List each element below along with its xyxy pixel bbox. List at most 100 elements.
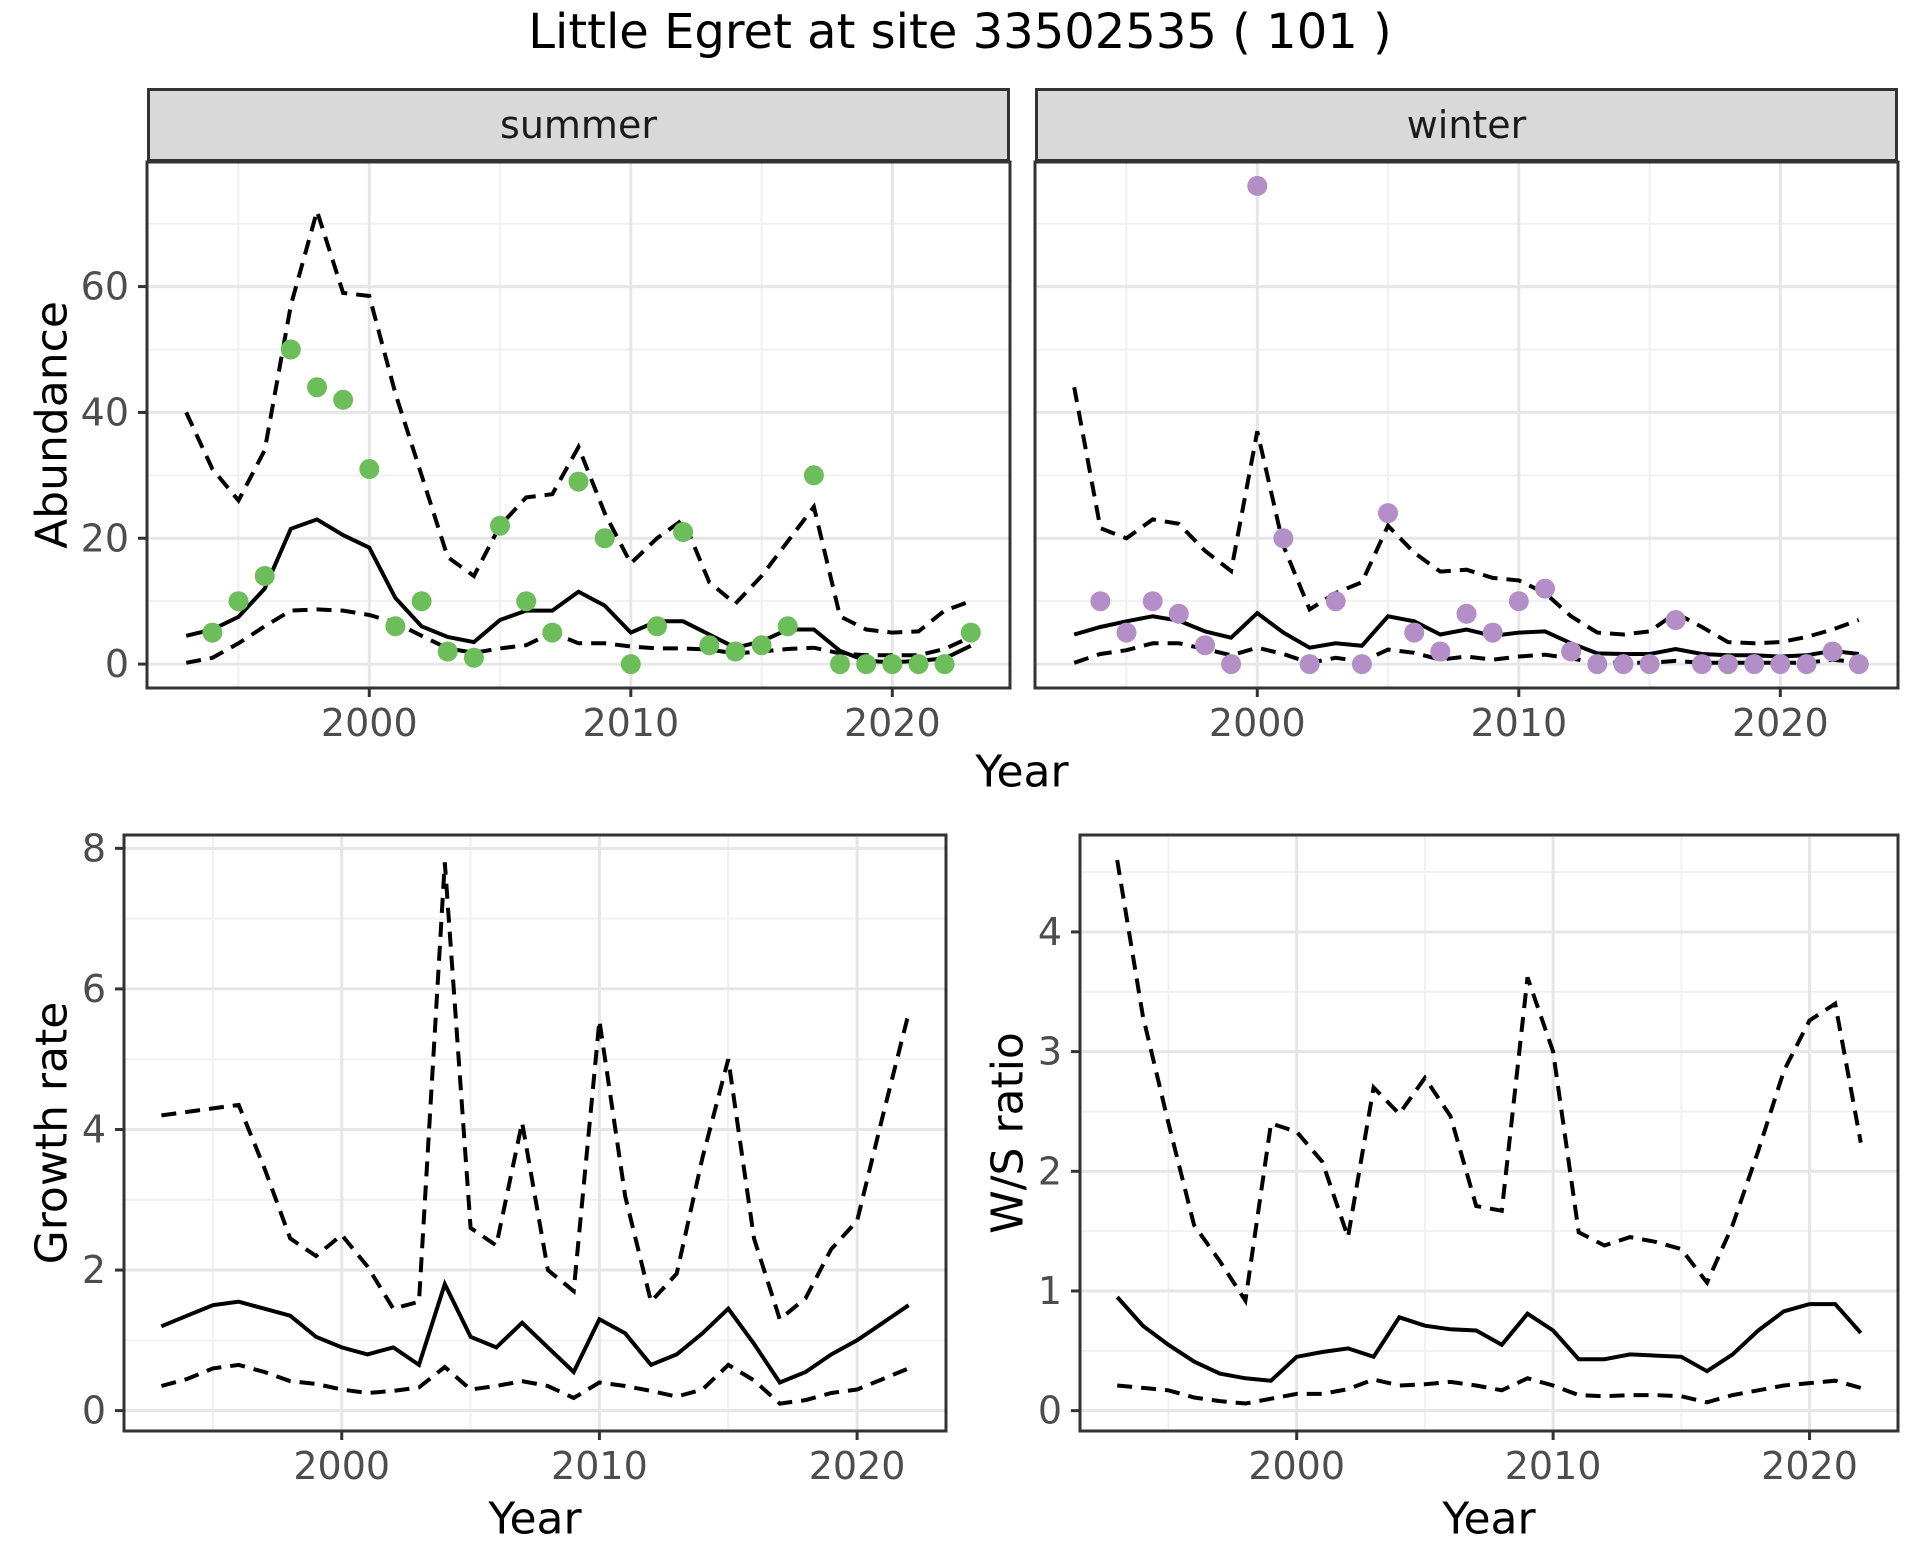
abundance_winter-data-point bbox=[1142, 591, 1163, 612]
abundance_summer-data-point bbox=[516, 591, 537, 612]
abundance-axis-title: Abundance bbox=[26, 301, 78, 549]
growth_rate-panel-border bbox=[122, 833, 948, 1433]
ws-ratio-axis-title: W/S ratio bbox=[982, 1032, 1034, 1234]
abundance_winter-data-point bbox=[1378, 503, 1398, 524]
abundance_summer-data-point bbox=[359, 459, 380, 479]
abundance_winter-data-point bbox=[1718, 654, 1738, 675]
abundance_summer-y-tick-label: 40 bbox=[81, 390, 129, 434]
abundance_summer-data-point bbox=[333, 389, 354, 410]
abundance_summer-data-point bbox=[620, 654, 641, 675]
abundance_winter-data-point bbox=[1195, 635, 1215, 656]
growth_rate-x-tick-label: 2000 bbox=[293, 1444, 390, 1488]
abundance_winter-data-point bbox=[1482, 622, 1503, 643]
abundance_summer-data-point bbox=[777, 616, 798, 637]
ws_ratio-median-line bbox=[1115, 1295, 1863, 1383]
growth_rate-y-tick-label: 4 bbox=[82, 1107, 106, 1151]
growth-rate-axis-title: Growth rate bbox=[26, 1001, 78, 1265]
abundance_winter-data-point bbox=[1430, 641, 1451, 662]
ws_ratio-x-tick-label: 2010 bbox=[1505, 1444, 1602, 1488]
abundance_winter-data-point bbox=[1848, 654, 1869, 675]
abundance_winter-data-point bbox=[1535, 578, 1555, 599]
abundance_summer-data-point bbox=[882, 654, 903, 675]
abundance_winter-data-point bbox=[1090, 591, 1111, 612]
abundance_summer-data-point bbox=[594, 528, 615, 549]
abundance_summer-data-point bbox=[934, 654, 955, 675]
abundance_winter-x-tick-label: 2020 bbox=[1732, 701, 1829, 745]
abundance_winter-data-point bbox=[1770, 654, 1791, 675]
abundance_summer-median-line bbox=[185, 517, 972, 665]
abundance_winter-data-point bbox=[1744, 654, 1765, 675]
abundance_summer-data-point bbox=[542, 622, 563, 643]
abundance_winter-upper-ci-line bbox=[1072, 386, 1860, 646]
abundance_winter-data-point bbox=[1168, 603, 1189, 624]
abundance_winter-data-point bbox=[1247, 175, 1268, 196]
abundance_summer-data-point bbox=[856, 654, 877, 675]
growth_rate-lower-ci-line bbox=[160, 1362, 910, 1406]
abundance_summer-data-point bbox=[725, 641, 746, 662]
abundance_winter-data-point bbox=[1613, 654, 1634, 675]
abundance_summer-x-tick-label: 2000 bbox=[321, 701, 418, 745]
ws_ratio-y-tick-label: 2 bbox=[1038, 1149, 1062, 1193]
figure-title: Little Egret at site 33502535 ( 101 ) bbox=[528, 4, 1392, 60]
abundance_summer-data-point bbox=[228, 591, 249, 612]
growth_rate-x-tick-label: 2020 bbox=[809, 1444, 906, 1488]
year-axis-title-growth: Year bbox=[488, 1493, 582, 1545]
growth_rate-upper-ci-line bbox=[161, 862, 911, 1323]
abundance_summer-data-point bbox=[647, 616, 667, 637]
growth_rate-y-tick-label: 8 bbox=[82, 826, 106, 870]
abundance_summer-y-tick-label: 60 bbox=[81, 265, 129, 309]
ws_ratio-upper-ci-line bbox=[1115, 859, 1863, 1307]
year-axis-title-ws: Year bbox=[1442, 1493, 1536, 1545]
abundance_winter-data-point bbox=[1665, 610, 1686, 630]
abundance_summer-data-point bbox=[751, 635, 772, 656]
abundance_winter-data-point bbox=[1587, 654, 1608, 675]
abundance_winter-data-point bbox=[1273, 528, 1294, 549]
growth_rate-y-tick-label: 2 bbox=[82, 1248, 106, 1292]
abundance_winter-data-point bbox=[1325, 591, 1346, 612]
facet-strip-summer: summer bbox=[147, 88, 1010, 162]
abundance_winter-data-point bbox=[1508, 591, 1529, 612]
ws_ratio-y-tick-label: 1 bbox=[1038, 1269, 1062, 1313]
ws_ratio-panel-background bbox=[1080, 835, 1898, 1431]
ws_ratio-x-tick-label: 2020 bbox=[1761, 1444, 1858, 1488]
abundance_summer-upper-ci-line bbox=[184, 204, 972, 635]
abundance_winter-panel-border bbox=[1033, 160, 1900, 690]
ws_ratio-y-tick-label: 3 bbox=[1038, 1030, 1062, 1074]
abundance_winter-data-point bbox=[1404, 622, 1425, 643]
facet-strip-winter-label: winter bbox=[1406, 103, 1527, 147]
facet-strip-summer-label: summer bbox=[500, 103, 657, 147]
abundance_summer-data-point bbox=[490, 515, 510, 536]
abundance_summer-panel-background bbox=[147, 162, 1010, 688]
growth_rate-y-tick-label: 0 bbox=[82, 1389, 106, 1433]
abundance_summer-data-point bbox=[385, 616, 406, 637]
abundance_summer-data-point bbox=[908, 654, 929, 675]
abundance_summer-data-point bbox=[411, 591, 432, 612]
abundance_summer-panel-border bbox=[145, 160, 1012, 690]
abundance_summer-x-tick-label: 2020 bbox=[844, 701, 941, 745]
abundance_summer-lower-ci-line bbox=[185, 607, 972, 665]
abundance_summer-data-point bbox=[463, 647, 484, 668]
growth_rate-median-line bbox=[160, 1278, 910, 1385]
abundance_winter-data-point bbox=[1116, 622, 1137, 643]
abundance_summer-data-point bbox=[254, 566, 275, 586]
ws_ratio-lower-ci-line bbox=[1117, 1376, 1862, 1406]
ws_ratio-panel-border bbox=[1078, 833, 1900, 1433]
ws_ratio-y-tick-label: 4 bbox=[1038, 910, 1062, 954]
abundance_summer-data-point bbox=[568, 471, 589, 492]
abundance_winter-data-point bbox=[1561, 641, 1582, 662]
abundance_summer-x-tick-label: 2010 bbox=[582, 701, 679, 745]
growth_rate-x-tick-label: 2010 bbox=[551, 1444, 648, 1488]
abundance_winter-data-point bbox=[1221, 654, 1242, 675]
abundance_winter-data-point bbox=[1299, 654, 1320, 675]
abundance_winter-data-point bbox=[1691, 654, 1712, 675]
abundance_summer-data-point bbox=[803, 465, 824, 486]
abundance_summer-data-point bbox=[437, 641, 458, 662]
growth_rate-panel-background bbox=[124, 835, 946, 1431]
abundance_summer-data-point bbox=[307, 377, 327, 398]
ws_ratio-x-tick-label: 2000 bbox=[1248, 1444, 1345, 1488]
abundance_summer-data-point bbox=[280, 339, 301, 360]
abundance_winter-data-point bbox=[1456, 603, 1477, 624]
year-axis-title-top: Year bbox=[975, 746, 1069, 798]
